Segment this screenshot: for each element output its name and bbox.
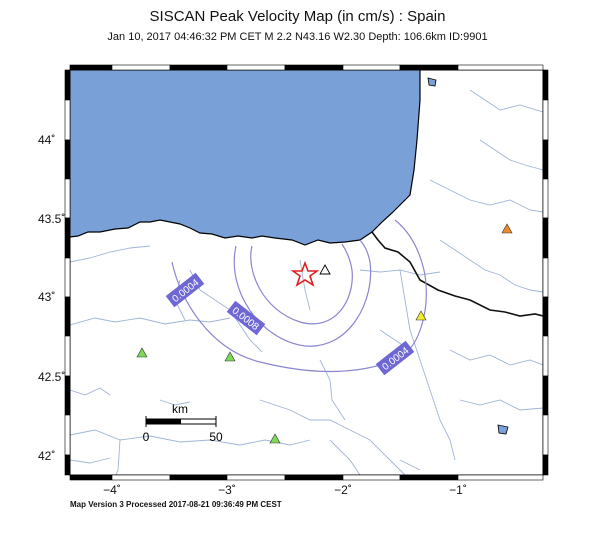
frame-bar [64,454,71,476]
frame-bar [542,335,549,377]
triangle-icon[interactable] [415,310,427,321]
frame-tick-bars [64,64,549,481]
frame-bar [457,64,544,71]
map-title: SISCAN Peak Velocity Map (in cm/s) : Spa… [149,8,446,25]
map-footer: Map Version 3 Processed 2017-08-21 09:36… [70,500,282,509]
frame-bar [542,99,549,141]
star-icon[interactable] [290,260,320,287]
frame-bar [542,139,549,180]
x-tick-label: −2˚ [334,483,352,497]
frame-bar [399,64,459,71]
contour-middle [233,239,372,347]
y-tick-label: 43.5˚ [38,212,66,226]
frame-bar [542,375,549,416]
x-tick-label: −3˚ [218,483,236,497]
coastline [70,70,421,246]
x-tick-label: −1˚ [449,483,467,497]
scale-start: 0 [143,430,150,444]
frame-bar [542,257,549,298]
frame-bar [284,64,344,71]
island [497,424,509,435]
y-tick-label: 44˚ [38,133,56,147]
contour-inner [250,243,353,325]
y-tick-label: 43˚ [38,290,56,304]
map-subtitle: Jan 10, 2017 04:46:32 PM CET M 2.2 N43.1… [107,31,488,43]
frame-bar [399,474,459,481]
frame-bar [111,64,171,71]
y-tick-label: 42.5˚ [38,370,66,384]
frame-bar [169,474,228,481]
frame-bar [342,474,401,481]
frame-bar [542,69,549,101]
frame-bar [226,474,286,481]
frame-bar [542,414,549,456]
y-tick-label: 42˚ [38,449,56,463]
triangle-icon[interactable] [269,433,281,444]
frame-bar [542,178,549,219]
frame-bar [111,474,171,481]
island [427,77,437,87]
triangle-icon[interactable] [501,223,513,234]
frame-bar [542,454,549,476]
frame-bar [542,296,549,337]
x-tick-label: −4˚ [103,483,121,497]
frame-bar [69,64,113,71]
triangle-icon[interactable] [224,351,236,362]
frame-bar [226,64,286,71]
frame-bar [69,474,113,481]
scale-bar: km 0 50 [143,402,223,444]
frame-bar [342,64,401,71]
scale-unit: km [172,402,188,416]
frame-bar [457,474,544,481]
frame-bar [64,69,71,101]
frame-bar [542,217,549,259]
scale-end: 50 [209,430,223,444]
country-border [371,231,543,317]
frame-bar [169,64,228,71]
triangle-icon[interactable] [319,264,331,275]
frame-bar [284,474,344,481]
sea-area [70,70,420,245]
triangle-icon[interactable] [136,347,148,358]
